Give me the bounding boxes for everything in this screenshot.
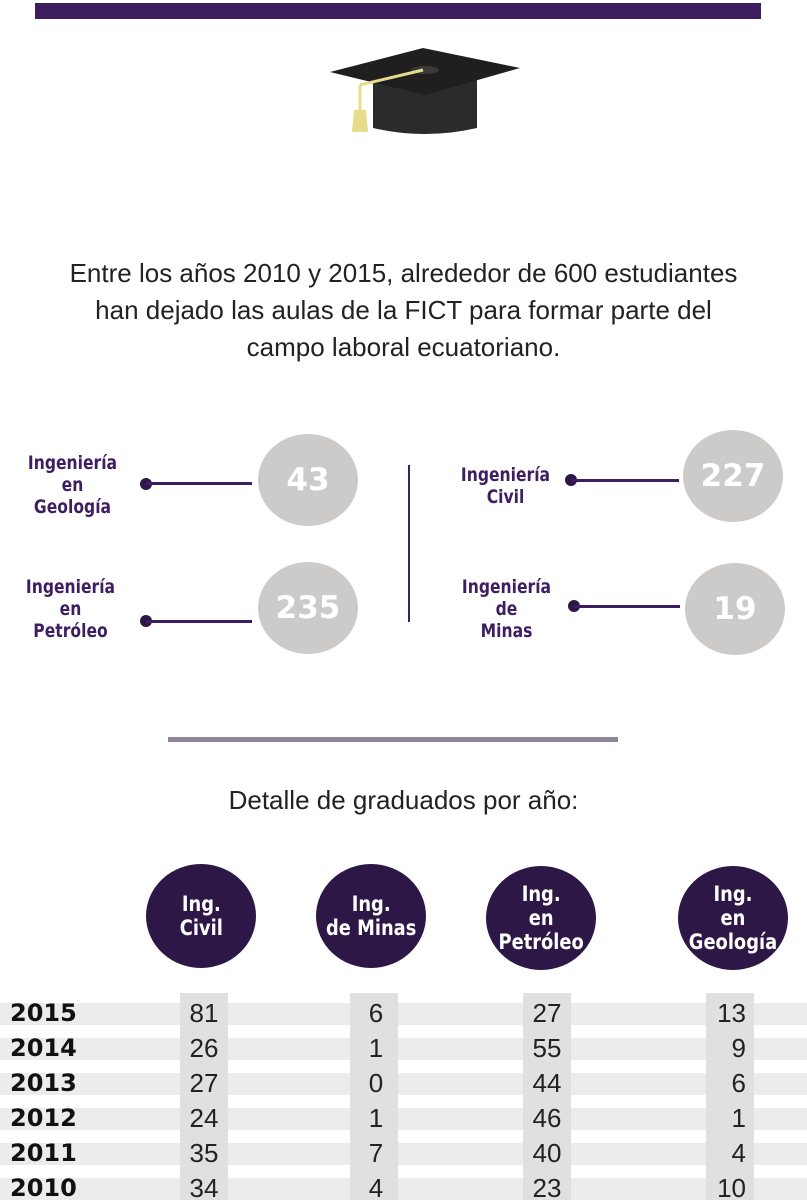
cell-petroleo: 23 — [532, 1173, 562, 1203]
cell-minas: 4 — [368, 1173, 384, 1203]
cell-petroleo: 40 — [532, 1138, 562, 1168]
header-ing-civil: Ing. Civil — [146, 864, 256, 968]
cell-geologia: 6 — [731, 1068, 746, 1098]
connector-line — [571, 479, 679, 482]
header-ing-minas: Ing. de Minas — [316, 864, 426, 968]
cell-petroleo: 55 — [532, 1033, 562, 1063]
cell-geologia: 10 — [717, 1173, 746, 1203]
column-band — [350, 993, 398, 1200]
cell-petroleo: 46 — [532, 1103, 562, 1133]
cell-minas: 1 — [368, 1103, 384, 1133]
stat-value-minas: 19 — [685, 563, 785, 655]
header-ing-geologia: Ing. en Geología — [678, 866, 788, 970]
connector-line — [146, 482, 252, 485]
cell-civil: 34 — [189, 1173, 219, 1203]
intro-line-2: han dejado las aulas de la FICT para for… — [95, 295, 712, 325]
cell-geologia: 13 — [717, 998, 746, 1028]
cell-geologia: 1 — [731, 1103, 746, 1133]
row-year: 2011 — [10, 1139, 77, 1167]
row-year: 2014 — [10, 1034, 77, 1062]
intro-line-1: Entre los años 2010 y 2015, alrededor de… — [69, 258, 738, 288]
cell-minas: 6 — [368, 998, 384, 1028]
detail-title: Detalle de graduados por año: — [228, 785, 579, 815]
header-ing-petroleo: Ing. en Petróleo — [486, 866, 596, 970]
row-year: 2015 — [10, 999, 77, 1027]
row-year: 2010 — [10, 1174, 77, 1202]
cell-civil: 24 — [189, 1103, 219, 1133]
stat-label-geologia: Ingeniería en Geología — [27, 452, 118, 518]
cell-civil: 35 — [189, 1138, 219, 1168]
cell-civil: 81 — [189, 998, 219, 1028]
cell-civil: 26 — [189, 1033, 219, 1063]
column-band — [523, 993, 571, 1200]
stat-label-petroleo: Ingeniería en Petróleo — [25, 576, 116, 642]
row-year: 2013 — [10, 1069, 77, 1097]
cell-minas: 7 — [368, 1138, 384, 1168]
cell-geologia: 9 — [731, 1033, 746, 1063]
stat-label-minas: Ingeniería de Minas — [461, 576, 552, 642]
intro-text: Entre los años 2010 y 2015, alrededor de… — [20, 255, 787, 366]
cell-minas: 1 — [368, 1033, 384, 1063]
cell-petroleo: 27 — [532, 998, 562, 1028]
section-divider — [168, 737, 618, 742]
stat-value-petroleo: 235 — [258, 562, 358, 654]
stat-label-civil: Ingeniería Civil — [460, 464, 551, 508]
column-band — [180, 993, 228, 1200]
stat-value-geologia: 43 — [258, 434, 358, 526]
connector-line — [574, 605, 680, 608]
cell-civil: 27 — [189, 1068, 219, 1098]
cell-minas: 0 — [368, 1068, 384, 1098]
intro-line-3: campo laboral ecuatoriano. — [246, 332, 561, 362]
connector-line — [146, 620, 252, 623]
graduation-cap-icon — [330, 48, 520, 134]
cell-petroleo: 44 — [532, 1068, 562, 1098]
top-bar — [35, 3, 761, 19]
vertical-divider — [408, 465, 410, 622]
cell-geologia: 4 — [731, 1138, 746, 1168]
stat-value-civil: 227 — [683, 430, 783, 522]
column-band — [706, 993, 754, 1200]
row-year: 2012 — [10, 1104, 77, 1132]
